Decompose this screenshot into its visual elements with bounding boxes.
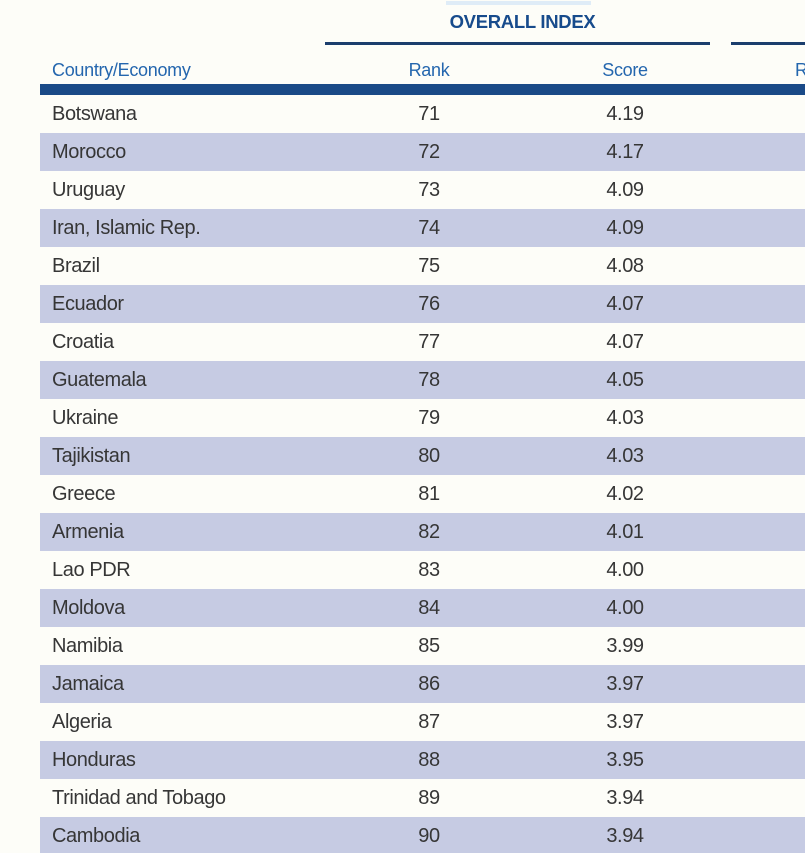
score-cell: 3.97 — [606, 711, 644, 733]
table-row: Armenia 82 4.01 — [40, 513, 805, 551]
score-cell: 4.02 — [606, 483, 644, 505]
table-row: Morocco 72 4.17 — [40, 133, 805, 171]
rank-cell: 71 — [418, 103, 440, 125]
score-cell: 4.17 — [606, 141, 644, 163]
column-header-rank: Rank — [408, 60, 450, 80]
score-cell: 4.09 — [606, 179, 644, 201]
rank-cell: 87 — [418, 711, 440, 733]
table-header-bar — [40, 84, 805, 95]
country-cell: Ecuador — [52, 293, 124, 315]
country-cell: Algeria — [52, 711, 112, 733]
table-row: Botswana 71 4.19 — [40, 95, 805, 133]
country-cell: Brazil — [52, 255, 100, 277]
table-row: Honduras 88 3.95 — [40, 741, 805, 779]
score-cell: 3.95 — [606, 749, 644, 771]
country-cell: Uruguay — [52, 179, 125, 201]
rank-cell: 78 — [418, 369, 440, 391]
score-cell: 4.07 — [606, 331, 644, 353]
rank-cell: 74 — [418, 217, 440, 239]
table-row: Guatemala 78 4.05 — [40, 361, 805, 399]
country-cell: Moldova — [52, 597, 125, 619]
country-cell: Greece — [52, 483, 116, 505]
score-cell: 4.08 — [606, 255, 644, 277]
score-cell: 4.19 — [606, 103, 644, 125]
rank-cell: 84 — [418, 597, 440, 619]
score-cell: 3.94 — [606, 787, 644, 809]
country-cell: Tajikistan — [52, 445, 131, 467]
table-row: Ecuador 76 4.07 — [40, 285, 805, 323]
next-group-rule — [731, 42, 805, 45]
rank-cell: 76 — [418, 293, 440, 315]
table-row: Cambodia 90 3.94 — [40, 817, 805, 853]
country-cell: Ukraine — [52, 407, 119, 429]
rank-cell: 88 — [418, 749, 440, 771]
rank-cell: 82 — [418, 521, 440, 543]
table-row: Brazil 75 4.08 — [40, 247, 805, 285]
country-cell: Morocco — [52, 141, 126, 163]
rank-cell: 86 — [418, 673, 440, 695]
table-row: Uruguay 73 4.09 — [40, 171, 805, 209]
table-row: Namibia 85 3.99 — [40, 627, 805, 665]
country-cell: Iran, Islamic Rep. — [52, 217, 201, 239]
table-row: Ukraine 79 4.03 — [40, 399, 805, 437]
country-cell: Trinidad and Tobago — [52, 787, 226, 809]
column-header-country: Country/Economy — [52, 60, 191, 80]
rank-cell: 90 — [418, 825, 440, 847]
table-row: Greece 81 4.02 — [40, 475, 805, 513]
score-cell: 4.00 — [606, 559, 644, 581]
score-cell: 3.99 — [606, 635, 644, 657]
rank-cell: 77 — [418, 331, 440, 353]
country-cell: Namibia — [52, 635, 123, 657]
score-cell: 4.05 — [606, 369, 644, 391]
rank-cell: 83 — [418, 559, 440, 581]
country-cell: Lao PDR — [52, 559, 131, 581]
score-cell: 3.97 — [606, 673, 644, 695]
table-row: Croatia 77 4.07 — [40, 323, 805, 361]
overall-index-group-header: OVERALL INDEX — [449, 11, 596, 32]
country-cell: Cambodia — [52, 825, 140, 847]
table-row: Algeria 87 3.97 — [40, 703, 805, 741]
score-cell: 4.03 — [606, 445, 644, 467]
country-cell: Guatemala — [52, 369, 147, 391]
score-cell: 4.01 — [606, 521, 644, 543]
rank-cell: 75 — [418, 255, 440, 277]
rank-cell: 89 — [418, 787, 440, 809]
score-cell: 4.03 — [606, 407, 644, 429]
country-cell: Croatia — [52, 331, 114, 353]
score-cell: 3.94 — [606, 825, 644, 847]
score-cell: 4.07 — [606, 293, 644, 315]
rank-cell: 79 — [418, 407, 440, 429]
rank-cell: 73 — [418, 179, 440, 201]
country-cell: Botswana — [52, 103, 137, 125]
country-cell: Honduras — [52, 749, 136, 771]
column-header-score: Score — [602, 60, 648, 80]
table-row: Tajikistan 80 4.03 — [40, 437, 805, 475]
table-row: Lao PDR 83 4.00 — [40, 551, 805, 589]
table-row: Jamaica 86 3.97 — [40, 665, 805, 703]
table-row: Iran, Islamic Rep. 74 4.09 — [40, 209, 805, 247]
score-cell: 4.00 — [606, 597, 644, 619]
rank-cell: 81 — [418, 483, 440, 505]
rank-cell: 80 — [418, 445, 440, 467]
rank-cell: 72 — [418, 141, 440, 163]
score-cell: 4.09 — [606, 217, 644, 239]
clipped-text-artifact — [446, 1, 591, 5]
table-row: Trinidad and Tobago 89 3.94 — [40, 779, 805, 817]
country-cell: Jamaica — [52, 673, 124, 695]
country-cell: Armenia — [52, 521, 124, 543]
table-row: Moldova 84 4.00 — [40, 589, 805, 627]
column-header-next-group-clipped: Rank — [795, 60, 805, 80]
overall-index-rule — [325, 42, 710, 45]
rank-cell: 85 — [418, 635, 440, 657]
table-body: Botswana 71 4.19 Morocco 72 4.17 Uruguay… — [40, 95, 805, 853]
